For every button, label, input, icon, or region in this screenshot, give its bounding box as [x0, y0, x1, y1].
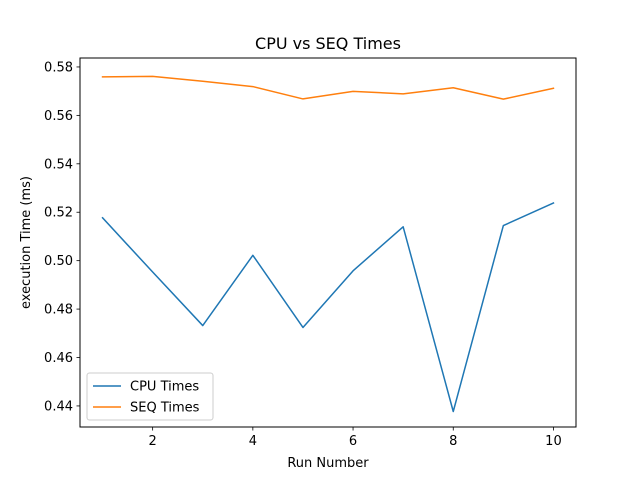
y-tick-label: 0.48 [44, 303, 73, 318]
y-axis-label: execution Time (ms) [19, 176, 34, 309]
x-axis-ticks: 2 4 6 8 10 [149, 427, 562, 449]
x-tick-label: 6 [349, 434, 357, 449]
x-axis-label: Run Number [287, 456, 369, 471]
legend-box [86, 372, 214, 421]
x-tick-label: 2 [149, 434, 157, 449]
plot-area: 2 4 6 8 10 0.44 0.46 0.48 0.50 0.52 0.54 0.56 0.58 [44, 57, 577, 449]
axes-frame [79, 57, 577, 428]
chart-title: CPU vs SEQ Times [255, 34, 401, 53]
y-tick-label: 0.54 [44, 157, 73, 172]
y-tick-label: 0.56 [44, 109, 73, 124]
series-layer [101, 75, 555, 413]
x-tick-label: 10 [545, 434, 562, 449]
y-tick-label: 0.46 [44, 351, 73, 366]
series-line-seq-times [101, 75, 555, 100]
y-tick-label: 0.52 [44, 206, 73, 221]
y-tick-label: 0.44 [44, 399, 73, 414]
y-tick-label: 0.50 [44, 254, 73, 269]
series-line-cpu-times [101, 202, 555, 413]
legend-label: SEQ Times [130, 401, 200, 416]
legend-label: CPU Times [130, 380, 199, 395]
x-tick-label: 8 [449, 434, 457, 449]
x-tick-label: 4 [249, 434, 257, 449]
y-axis-ticks: 0.44 0.46 0.48 0.50 0.52 0.54 0.56 0.58 [44, 60, 80, 414]
legend: CPU Times SEQ Times [86, 372, 214, 421]
y-tick-label: 0.58 [44, 60, 73, 75]
